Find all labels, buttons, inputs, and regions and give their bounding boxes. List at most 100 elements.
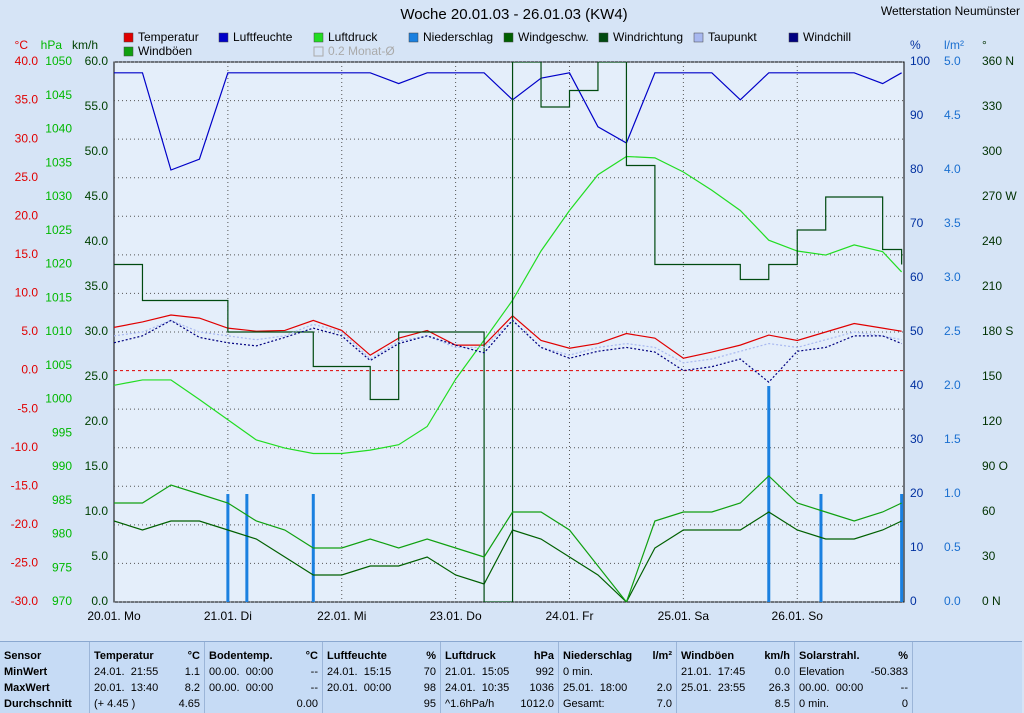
legend-label: Luftdruck (328, 30, 378, 44)
cell-left: 24.01. 15:15 (327, 666, 392, 678)
cell-right: -- (310, 682, 318, 694)
y-tick-label: 15.0 (15, 247, 39, 261)
cell-left: ^1.6hPa/h (445, 698, 495, 710)
table-column: Niederschlag l/m² 0 min. 25.01. 18:00 2.0 Ges… (559, 642, 677, 713)
legend-swatch (693, 32, 704, 43)
summary-table: Sensor MinWert MaxWert Durchschnitt Temperat… (0, 641, 1022, 713)
y-tick-label: 30.0 (15, 131, 39, 145)
y-tick-label: 1010 (45, 324, 72, 338)
precip-bar (819, 494, 823, 602)
table-column: Windböen km/h 21.01. 17:45 0.0 25.01. 23:55 2… (677, 642, 795, 713)
table-column: Bodentemp. °C 00.00. 00:00 -- 00.00. 00:00 --… (205, 642, 323, 713)
series-line (114, 62, 903, 602)
y-tick-label: 40.0 (15, 54, 39, 68)
table-row: 00.00. 00:00 -- (209, 664, 318, 680)
cell-left: 00.00. 00:00 (209, 666, 274, 678)
table-row: 21.01. 17:45 0.0 (681, 664, 790, 680)
precip-bar (245, 494, 249, 602)
y-tick-label: 990 (52, 459, 72, 473)
x-tick-label: 26.01. So (772, 609, 824, 623)
table-row: 25.01. 18:00 2.0 (563, 680, 672, 696)
x-tick-label: 21.01. Di (204, 609, 252, 623)
cell-right: 8.5 (774, 698, 790, 710)
y-tick-label: 55.0 (85, 99, 109, 113)
y-tick-label: 0.5 (944, 540, 961, 554)
axis-unit: km/h (72, 38, 98, 52)
cell-right: 992 (535, 666, 554, 678)
y-tick-label: 975 (52, 560, 72, 574)
y-tick-label: 0.0 (944, 594, 961, 608)
legend-label: Luftfeuchte (233, 30, 293, 44)
chart: Woche 20.01.03 - 26.01.03 (KW4) Wetterst… (10, 4, 1021, 624)
cell-left: 0 min. (799, 698, 829, 710)
x-tick-label: 25.01. Sa (658, 609, 710, 623)
table-row: ^1.6hPa/h 1012.0 (445, 696, 554, 712)
legend-label: Windgeschw. (518, 30, 589, 44)
y-tick-label: 0.0 (91, 594, 108, 608)
column-title: Temperatur (94, 650, 154, 662)
y-tick-label: -30.0 (11, 594, 39, 608)
y-tick-label: 1.5 (944, 432, 961, 446)
y-tick-label: 70 (910, 216, 924, 230)
y-tick-label: 3.0 (944, 270, 961, 284)
y-tick-label: -10.0 (11, 440, 39, 454)
y-tick-label: 25.0 (15, 170, 39, 184)
y-tick-label: 5.0 (91, 549, 108, 563)
table-column: Luftfeuchte% 24.01. 15:15 70 20.01. 00:00 98… (323, 642, 441, 713)
table-row: 21.01. 15:05 992 (445, 664, 554, 680)
header-row: Bodentemp. °C (209, 648, 318, 664)
cell-right: 1.1 (184, 666, 200, 678)
y-tick-label: 5.0 (21, 324, 38, 338)
cell-right: 95 (423, 698, 436, 710)
header-row: Luftdruck hPa (445, 648, 554, 664)
table-row: MaxWert (4, 680, 85, 696)
y-tick-label: 980 (52, 527, 72, 541)
y-tick-label: -25.0 (11, 556, 39, 570)
y-tick-label: 2.5 (944, 324, 961, 338)
header-row: Solarstrahl.% (799, 648, 908, 664)
y-tick-label: 50 (910, 324, 924, 338)
cell-left: MaxWert (4, 682, 50, 694)
y-tick-label: 10.0 (85, 504, 109, 518)
y-tick-label: 40.0 (85, 234, 109, 248)
y-tick-label: 0 N (982, 594, 1001, 608)
y-tick-label: 90 (910, 108, 924, 122)
header-row: Niederschlag l/m² (563, 648, 672, 664)
y-tick-label: 45.0 (85, 189, 109, 203)
cell-left: 00.00. 00:00 (209, 682, 274, 694)
y-tick-label: 30.0 (85, 324, 109, 338)
y-tick-label: 100 (910, 54, 930, 68)
table-row: 8.5 (681, 696, 790, 712)
y-tick-label: 60 (982, 504, 996, 518)
cell-right: 7.0 (656, 698, 672, 710)
cell-left: 20.01. 13:40 (94, 682, 159, 694)
y-tick-label: 360 N (982, 54, 1014, 68)
column-title: Windböen (681, 650, 735, 662)
y-tick-label: 995 (52, 425, 72, 439)
column-title: Solarstrahl. (799, 650, 860, 662)
chart-title: Woche 20.01.03 - 26.01.03 (KW4) (400, 6, 627, 23)
y-tick-label: 90 O (982, 459, 1008, 473)
y-tick-label: 2.0 (944, 378, 961, 392)
axis-unit: hPa (41, 38, 63, 52)
cell-left: 21.01. 15:05 (445, 666, 510, 678)
legend-swatch (123, 46, 134, 57)
y-tick-label: 1030 (45, 189, 72, 203)
cell-right: -50.383 (870, 666, 908, 678)
series-line (114, 475, 902, 602)
table-row: 20.01. 13:40 8.2 (94, 680, 200, 696)
x-tick-label: 24.01. Fr (545, 609, 593, 623)
series-line (114, 319, 902, 383)
axis-unit: % (910, 38, 921, 52)
table-row: MinWert (4, 664, 85, 680)
y-tick-label: 20 (910, 486, 924, 500)
y-tick-label: 0 (910, 594, 917, 608)
cell-right: 0.0 (774, 666, 790, 678)
table-column: Sensor MinWert MaxWert Durchschnitt (0, 642, 90, 713)
y-tick-label: 1005 (45, 358, 72, 372)
legend-swatch (313, 32, 324, 43)
cell-right: 0.00 (296, 698, 318, 710)
y-tick-label: 1020 (45, 257, 72, 271)
column-title: Luftfeuchte (327, 650, 387, 662)
table-row: 24.01. 21:55 1.1 (94, 664, 200, 680)
